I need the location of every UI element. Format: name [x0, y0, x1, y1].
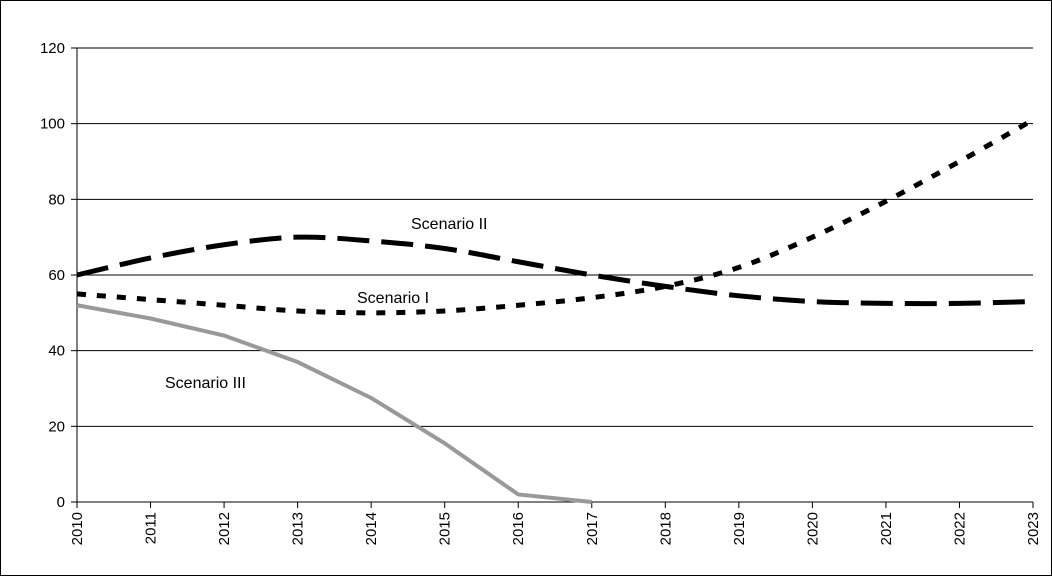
y-tick-label: 60 — [48, 267, 65, 284]
series-line-scenario-i — [76, 117, 1035, 316]
series-line-scenario-iii — [76, 303, 592, 504]
x-tick-label: 2015 — [437, 512, 454, 545]
x-tick-label: 2013 — [290, 512, 307, 545]
y-tick-label: 20 — [48, 418, 65, 435]
series-line-scenario-ii — [76, 234, 1034, 307]
x-tick-label: 2011 — [143, 512, 160, 544]
x-tick-label: 2021 — [878, 512, 895, 545]
annotation-scenario-ii: Scenario II — [411, 216, 487, 233]
x-tick-label: 2023 — [1025, 512, 1042, 545]
y-tick-label: 40 — [48, 343, 65, 360]
x-tick-labels: 2010 2011 2012 2013 2014 2015 2016 2017 2018 2019… — [69, 512, 1042, 545]
annotation-scenario-i: Scenario I — [357, 290, 429, 307]
y-tick-label: 120 — [40, 40, 65, 57]
series-lines — [76, 117, 1035, 504]
x-tick-label: 2010 — [69, 512, 86, 545]
x-tick-label: 2019 — [731, 512, 748, 545]
x-tick-label: 2012 — [216, 512, 233, 545]
x-tick-label: 2018 — [657, 512, 674, 545]
x-tick-label: 2016 — [510, 512, 527, 545]
annotation-scenario-iii: Scenario III — [165, 375, 246, 392]
x-tick-label: 2014 — [363, 512, 380, 545]
x-tick-label: 2022 — [951, 512, 968, 545]
axes — [71, 47, 1034, 508]
x-tick-label: 2017 — [584, 512, 601, 545]
gridlines — [77, 47, 1033, 427]
y-tick-label: 80 — [48, 191, 65, 208]
y-tick-labels: 0 20 40 60 80 100 120 — [40, 40, 65, 511]
y-tick-label: 100 — [40, 116, 65, 133]
annotations: Scenario II Scenario I Scenario III — [165, 216, 487, 392]
x-tick-label: 2020 — [804, 512, 821, 545]
y-tick-label: 0 — [57, 494, 65, 511]
